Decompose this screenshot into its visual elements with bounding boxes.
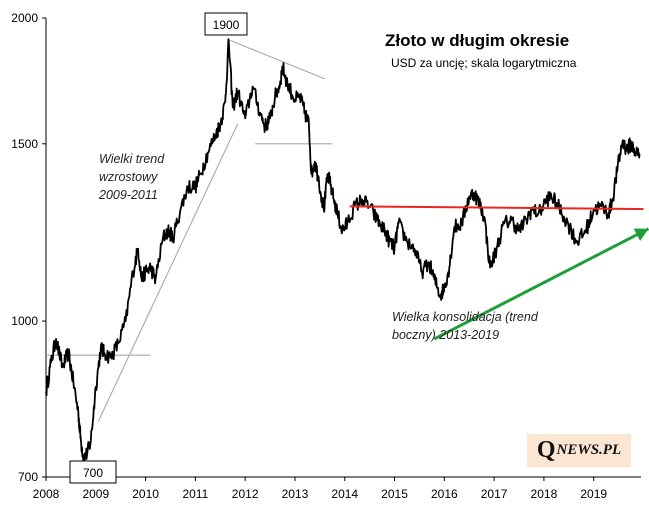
qnews-logo: Q NEWS.PL <box>527 434 631 467</box>
annotation-box-1900: 1900 <box>204 12 248 36</box>
logo-text: NEWS.PL <box>556 442 622 458</box>
y-tick-label-0: 2000 <box>11 11 38 25</box>
x-tick-label-3: 2011 <box>182 487 208 501</box>
chart-title: Złoto w długim okresie <box>385 31 569 50</box>
annotation-1900: 1900 <box>213 18 240 32</box>
x-tick-label-6: 2014 <box>331 487 358 501</box>
helper-line-3 <box>230 39 326 80</box>
support-arrowhead <box>633 228 649 241</box>
x-tick-label-1: 2009 <box>82 487 109 501</box>
x-tick-label-4: 2012 <box>232 487 259 501</box>
consolidation-label-line2: boczny) 2013-2019 <box>392 328 499 342</box>
x-tick-label-2: 2010 <box>132 487 159 501</box>
x-tick-label-11: 2019 <box>580 487 607 501</box>
resistance-line <box>349 205 644 211</box>
consolidation-label-line1: Wielka konsolidacja (trend <box>392 310 539 324</box>
x-axis-ticks: 2008 2009 2010 2011 2012 2013 2014 2015 2016 2017… <box>33 477 607 501</box>
x-tick-label-5: 2013 <box>282 487 309 501</box>
y-tick-label-2: 1000 <box>11 314 38 328</box>
y-tick-label-1: 1500 <box>11 137 38 151</box>
y-tick-label-3: 700 <box>18 470 38 484</box>
uptrend-label-line1: Wielki trend <box>99 152 165 166</box>
logo-q: Q <box>536 437 556 463</box>
x-tick-label-9: 2017 <box>481 487 508 501</box>
helper-line-2 <box>97 123 239 422</box>
x-tick-label-0: 2008 <box>33 487 60 501</box>
uptrend-label-line2: wzrostowy <box>99 170 158 184</box>
y-axis-ticks: 2000 1500 1000 700 <box>11 11 46 484</box>
gold-price-line <box>45 38 641 465</box>
axes <box>45 18 641 478</box>
chart-subtitle: USD za uncję; skala logarytmiczna <box>391 56 577 70</box>
x-tick-label-10: 2018 <box>531 487 558 501</box>
annotation-700: 700 <box>83 466 103 480</box>
x-tick-label-7: 2015 <box>381 487 408 501</box>
helper-lines <box>46 39 333 422</box>
trend-lines <box>349 205 649 341</box>
support-line <box>433 227 649 341</box>
uptrend-label-line3: 2009-2011 <box>98 188 158 202</box>
annotation-box-700: 700 <box>69 460 117 484</box>
x-tick-label-8: 2016 <box>431 487 458 501</box>
